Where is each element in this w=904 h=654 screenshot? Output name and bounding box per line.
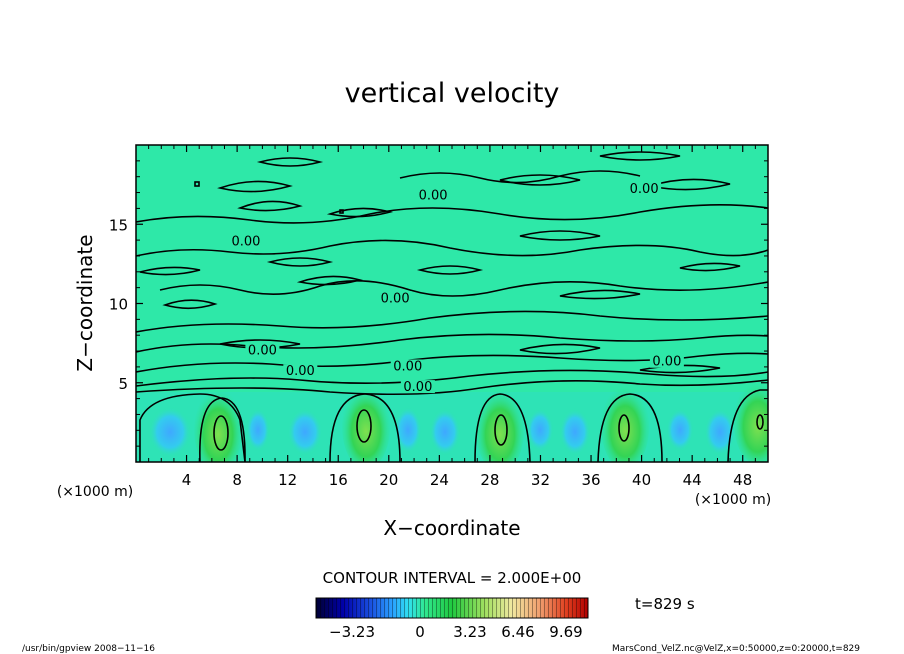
y-axis-label: Z−coordinate: [73, 234, 97, 371]
contour-interval: CONTOUR INTERVAL = 2.000E+00: [323, 569, 582, 587]
contour-label: 0.00: [419, 188, 448, 203]
contour-label-bg: [228, 234, 263, 248]
footer-left: /usr/bin/gpview 2008−11−16: [22, 644, 155, 654]
contour-label: 0.00: [403, 380, 432, 395]
x-tick-label: 24: [430, 471, 449, 489]
colorbar-tick-label: 6.46: [501, 623, 534, 641]
contour-label-bg: [400, 380, 435, 394]
colorbar-tick-label: −3.23: [329, 623, 375, 641]
y-axis: 5 10 15: [109, 160, 768, 447]
downdraft-patch: [429, 408, 461, 456]
contour-labels: 0.00 0.00 0.00 0.00 0.00 0.00 0.00 0.00 0.00: [228, 181, 684, 395]
contour-label-bg: [283, 364, 318, 378]
x-tick-label: 20: [379, 471, 398, 489]
contour-label-bg: [390, 359, 425, 373]
field-shading: [136, 380, 768, 462]
updraft-core: [601, 385, 650, 462]
x-tick-label: 4: [182, 471, 192, 489]
downdraft-patch: [394, 406, 422, 454]
downdraft-patch: [287, 408, 323, 456]
contour-label: 0.00: [381, 291, 410, 306]
x-axis: 4 8 12 16 20 24 28 32 36 40 44 48: [148, 145, 756, 489]
contour-label-bg: [627, 181, 662, 195]
contour-lines: [136, 151, 768, 462]
contour-label-bg: [416, 188, 451, 202]
downdraft-patch: [148, 406, 192, 458]
y-tick-label: 5: [118, 375, 128, 393]
updraft-core: [476, 388, 525, 462]
x-tick-label: 28: [480, 471, 499, 489]
y-tick-label: 15: [109, 216, 128, 234]
x-tick-label: 44: [683, 471, 702, 489]
downdraft-patch: [246, 408, 270, 452]
contour-label-bg: [245, 343, 280, 357]
time-label: t=829 s: [635, 595, 695, 613]
z-unit-label: (×1000 m): [57, 484, 133, 500]
y-tick-label: 10: [109, 296, 128, 314]
contour-label-bg: [378, 291, 413, 305]
updraft-core: [194, 388, 243, 462]
colorbar-tick-label: 3.23: [453, 623, 486, 641]
downdraft-patch: [526, 408, 554, 452]
colorbar: −3.23 0 3.23 6.46 9.69: [315, 597, 589, 641]
x-tick-label: 12: [278, 471, 297, 489]
updraft-core: [733, 380, 768, 462]
contour-label: 0.00: [248, 344, 277, 359]
x-unit-label: (×1000 m): [695, 492, 771, 508]
contour-label: 0.00: [393, 359, 422, 374]
x-tick-label: 36: [581, 471, 600, 489]
contour-label: 0.00: [286, 364, 315, 379]
chart-title: vertical velocity: [345, 78, 560, 109]
x-tick-label: 40: [632, 471, 651, 489]
x-axis-label: X−coordinate: [383, 516, 520, 540]
x-tick-label: 48: [733, 471, 752, 489]
downdraft-patch: [704, 408, 736, 456]
colorbar-tick-label: 9.69: [549, 623, 582, 641]
x-tick-label: 16: [329, 471, 348, 489]
downdraft-patch: [666, 408, 694, 452]
downdraft-patch: [559, 408, 591, 456]
contour-label: 0.00: [630, 182, 659, 197]
contour-label: 0.00: [231, 234, 260, 249]
footer-right: MarsCond_VelZ.nc@VelZ,x=0:50000,z=0:2000…: [612, 644, 860, 654]
contour-label-bg: [649, 354, 684, 368]
colorbar-tick-label: 0: [415, 623, 425, 641]
x-tick-label: 32: [531, 471, 550, 489]
x-tick-label: 8: [232, 471, 242, 489]
contour-label: 0.00: [652, 355, 681, 370]
updraft-core: [342, 385, 391, 462]
